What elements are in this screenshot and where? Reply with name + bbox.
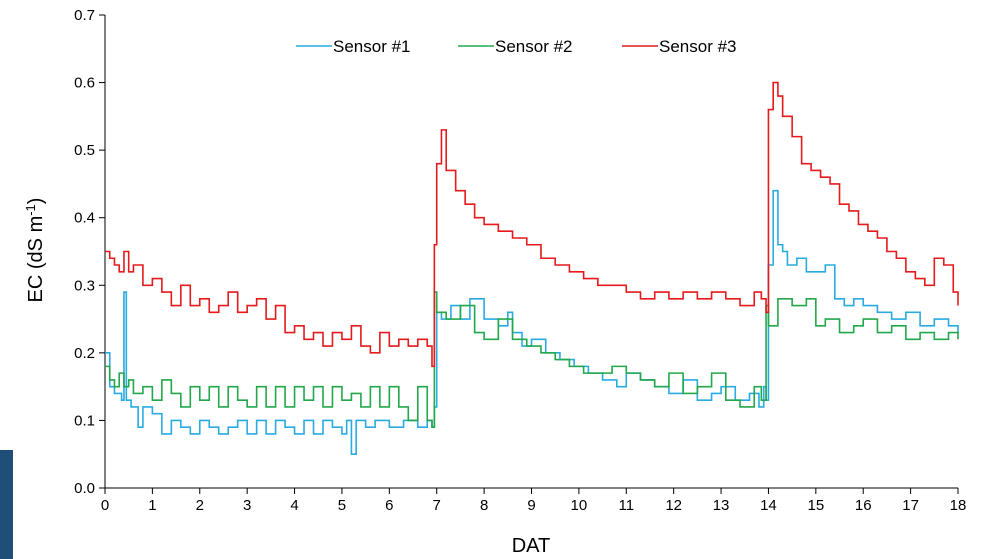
series-line-sensor-1 — [105, 189, 959, 456]
series-lines — [105, 81, 959, 456]
x-tick-label: 6 — [385, 497, 393, 514]
y-tick-label: 0.6 — [74, 75, 95, 92]
legend-label-sensor-1: Sensor #1 — [333, 37, 411, 56]
y-tick-label: 0.0 — [74, 480, 95, 497]
x-tick-label: 13 — [713, 497, 730, 514]
y-tick-label: 0.4 — [74, 210, 95, 227]
x-tick-label: 0 — [101, 497, 109, 514]
x-tick-label: 5 — [338, 497, 346, 514]
x-tick-label: 16 — [855, 497, 872, 514]
x-tick-label: 2 — [196, 497, 204, 514]
legend: Sensor #1 Sensor #2 Sensor #3 — [296, 37, 737, 56]
y-tick-label: 0.7 — [74, 7, 95, 24]
x-tick-label: 7 — [433, 497, 441, 514]
y-axis-title-close: ) — [25, 198, 47, 205]
series-line-sensor-2 — [105, 291, 959, 428]
y-tick-label: 0.2 — [74, 345, 95, 362]
axes: 0 1 2 3 4 5 6 7 8 9 10 11 12 13 14 15 16 17 180.00.10.20.3… — [74, 7, 966, 514]
legend-label-sensor-3: Sensor #3 — [659, 37, 737, 56]
decorative-edge-bar — [0, 450, 13, 559]
y-tick-label: 0.3 — [74, 277, 95, 294]
x-tick-label: 8 — [480, 497, 488, 514]
x-tick-label: 18 — [950, 497, 967, 514]
x-tick-label: 1 — [148, 497, 156, 514]
x-tick-label: 10 — [571, 497, 588, 514]
series-line-sensor-3 — [105, 81, 959, 368]
legend-label-sensor-2: Sensor #2 — [495, 37, 573, 56]
x-tick-label: 9 — [527, 497, 535, 514]
x-tick-label: 15 — [807, 497, 824, 514]
y-axis-title-main: EC (dS m — [25, 216, 47, 303]
x-tick-label: 17 — [902, 497, 919, 514]
x-tick-label: 12 — [665, 497, 682, 514]
x-tick-label: 11 — [618, 497, 634, 514]
x-tick-label: 14 — [760, 497, 777, 514]
x-tick-label: 3 — [243, 497, 251, 514]
x-tick-label: 4 — [290, 497, 298, 514]
y-tick-label: 0.5 — [74, 142, 95, 159]
x-axis-title: DAT — [512, 535, 551, 557]
y-axis-title: EC (dS m-1) — [23, 198, 48, 303]
y-tick-label: 0.1 — [74, 412, 95, 429]
y-axis-title-superscript: -1 — [23, 204, 38, 216]
